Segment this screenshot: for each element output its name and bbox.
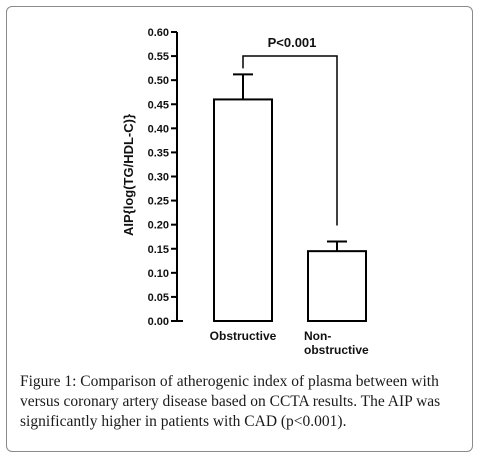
y-axis <box>176 32 183 322</box>
category-label-1: Non- <box>304 329 331 343</box>
y-axis-ticks: 0.00 0.05 0.10 0.15 0.20 0.25 0.30 0.35 0.40 0.45… <box>148 27 177 328</box>
y-tick-label: 0.30 <box>148 172 169 184</box>
y-tick-label: 0.00 <box>148 316 169 328</box>
y-tick-label: 0.25 <box>148 196 169 208</box>
y-tick-label: 0.20 <box>148 220 169 232</box>
y-tick-label: 0.40 <box>148 123 169 135</box>
category-label-0: Obstructive <box>210 329 277 343</box>
y-tick-label: 0.60 <box>148 27 169 39</box>
y-tick-label: 0.10 <box>148 268 169 280</box>
bracket-line <box>242 55 338 226</box>
category-labels: Obstructive Non-obstructive <box>210 329 369 357</box>
caption-text: Comparison of atherogenic index of plasm… <box>20 373 441 430</box>
significance-bracket: P<0.001 <box>242 35 338 226</box>
caption-label: Figure 1: <box>20 373 77 390</box>
bar-0 <box>213 98 273 322</box>
bar-1 <box>307 250 367 323</box>
y-tick-label: 0.55 <box>148 51 169 63</box>
bar-chart: 0.00 0.05 0.10 0.15 0.20 0.25 0.30 0.35 0.40 0.45… <box>121 27 369 357</box>
bars <box>213 73 367 323</box>
figure-caption: Figure 1: Comparison of atherogenic inde… <box>20 372 472 432</box>
y-tick-label: 0.05 <box>148 292 169 304</box>
y-tick-label: 0.35 <box>148 147 169 159</box>
category-label-1: obstructive <box>304 343 369 357</box>
y-tick-label: 0.45 <box>148 99 169 111</box>
y-tick-label: 0.15 <box>148 244 169 256</box>
significance-label: P<0.001 <box>268 35 317 50</box>
y-axis-title: AIP{log(TG/HDL-C)} <box>121 114 136 236</box>
y-tick-label: 0.50 <box>148 75 169 87</box>
